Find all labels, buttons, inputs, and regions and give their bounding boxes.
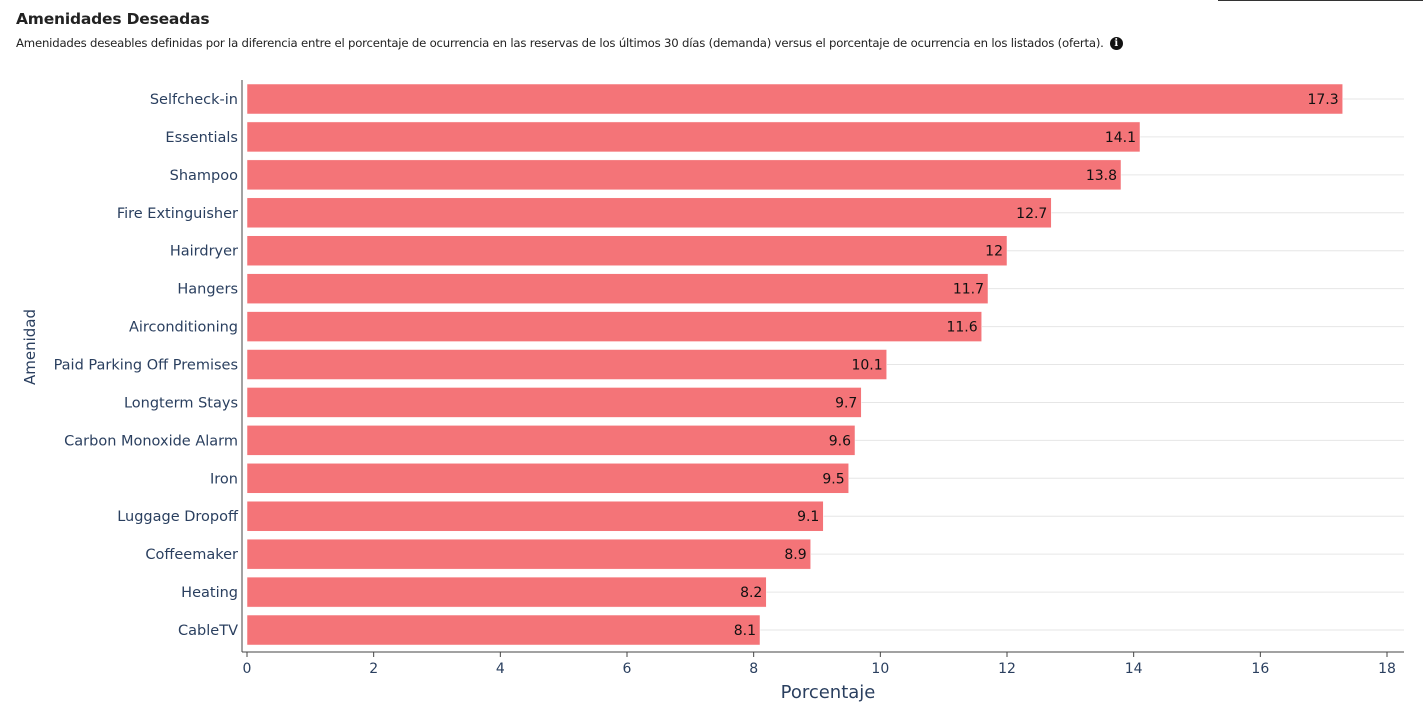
- bar-luggage-dropoff[interactable]: [246, 500, 824, 532]
- value-label: 14.1: [1105, 130, 1136, 146]
- bar-hangers[interactable]: [246, 273, 989, 304]
- chart-subtitle-text: Amenidades deseables definidas por la di…: [16, 36, 1104, 50]
- category-label: Fire Extinguisher: [117, 206, 238, 222]
- bar-paid-parking-off-premises[interactable]: [246, 349, 887, 380]
- bar-fire-extinguisher[interactable]: [246, 197, 1052, 229]
- chart-subtitle: Amenidades deseables definidas por la di…: [16, 36, 1416, 50]
- value-label: 9.7: [835, 395, 857, 411]
- value-labels: 17.3 14.1 13.8 12.7 12 11.7 11.6 10.1 9.7 9.6 9.5 9…: [734, 92, 1339, 639]
- category-label: Coffeemaker: [145, 547, 238, 563]
- bar-iron[interactable]: [246, 463, 849, 494]
- x-tick-label: 4: [496, 661, 505, 677]
- x-tick-label: 2: [369, 661, 378, 677]
- value-label: 9.1: [797, 509, 819, 525]
- category-label: Essentials: [165, 130, 238, 146]
- value-label: 8.2: [740, 585, 762, 601]
- bar-airconditioning[interactable]: [246, 311, 982, 342]
- value-label: 17.3: [1307, 92, 1338, 108]
- category-label: Hangers: [177, 282, 238, 298]
- value-label: 11.7: [953, 282, 984, 298]
- bar-carbon-monoxide-alarm[interactable]: [246, 425, 856, 456]
- category-labels: Selfcheck-in Essentials Shampoo Fire Exting…: [54, 92, 239, 639]
- category-label: Shampoo: [170, 168, 238, 184]
- chart-header: Amenidades Deseadas Amenidades deseables…: [16, 10, 1416, 50]
- category-label: Paid Parking Off Premises: [54, 358, 238, 374]
- value-label: 13.8: [1086, 168, 1117, 184]
- x-tick-label: 14: [1125, 661, 1143, 677]
- category-label: Longterm Stays: [124, 395, 238, 411]
- info-icon[interactable]: i: [1109, 36, 1123, 50]
- category-label: Iron: [210, 471, 238, 487]
- chart-title: Amenidades Deseadas: [16, 10, 210, 28]
- x-tick-label: 16: [1251, 661, 1269, 677]
- category-label: Luggage Dropoff: [117, 509, 239, 525]
- category-label: Hairdryer: [170, 244, 238, 260]
- x-tick-label: 18: [1378, 661, 1396, 677]
- bar-coffeemaker[interactable]: [246, 538, 811, 570]
- value-label: 10.1: [851, 358, 882, 374]
- x-tick-label: 0: [243, 661, 252, 677]
- top-rule: [1218, 0, 1423, 1]
- x-tick-labels: 0 2 4 6 8 10 12 14 16 18: [243, 652, 1396, 677]
- value-label: 9.5: [822, 471, 844, 487]
- value-label: 12: [985, 244, 1003, 260]
- x-tick-label: 12: [998, 661, 1016, 677]
- x-tick-label: 8: [749, 661, 758, 677]
- value-label: 12.7: [1016, 206, 1047, 222]
- bar-hairdryer[interactable]: [246, 235, 1008, 266]
- category-label: Carbon Monoxide Alarm: [64, 433, 238, 449]
- y-axis-title: Amenidad: [21, 309, 39, 385]
- category-label: Heating: [181, 585, 238, 601]
- value-label: 8.1: [734, 623, 756, 639]
- bar-cabletv[interactable]: [246, 614, 761, 646]
- category-label: Selfcheck-in: [150, 92, 238, 108]
- bar-heating[interactable]: [246, 576, 767, 608]
- value-label: 9.6: [829, 433, 851, 449]
- bar-selfcheck-in[interactable]: [246, 83, 1343, 115]
- bars: [246, 83, 1343, 646]
- x-axis-title: Porcentaje: [781, 682, 876, 703]
- bar-essentials[interactable]: [246, 121, 1141, 153]
- category-label: CableTV: [178, 623, 238, 639]
- value-label: 11.6: [946, 320, 977, 336]
- x-tick-label: 10: [871, 661, 889, 677]
- bar-longterm-stays[interactable]: [246, 387, 862, 418]
- x-tick-label: 6: [623, 661, 632, 677]
- bar-shampoo[interactable]: [246, 159, 1122, 191]
- category-label: Airconditioning: [129, 320, 238, 336]
- value-label: 8.9: [784, 547, 806, 563]
